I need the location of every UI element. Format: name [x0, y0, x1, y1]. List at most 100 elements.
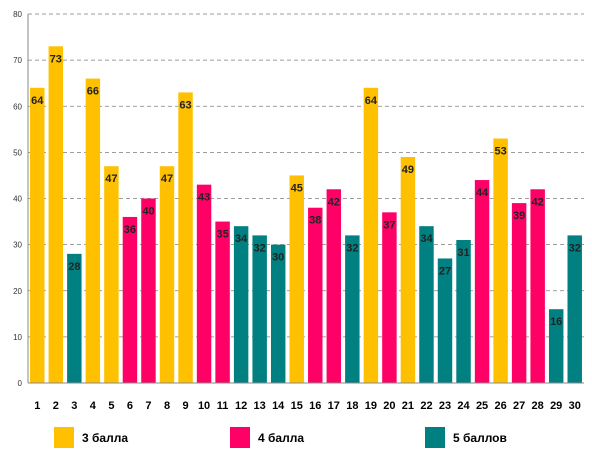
x-tick-label: 8	[164, 400, 170, 412]
legend-label: 3 балла	[82, 431, 128, 445]
data-label: 44	[476, 187, 489, 199]
x-tick-label: 16	[309, 400, 321, 412]
data-label: 49	[402, 164, 414, 176]
data-label: 42	[532, 196, 544, 208]
bar	[122, 216, 138, 383]
data-label: 34	[420, 233, 433, 245]
data-label: 31	[457, 247, 469, 259]
bar	[530, 189, 545, 383]
bar	[345, 235, 360, 383]
legend-swatch	[54, 427, 74, 448]
y-tick-label: 80	[13, 10, 22, 19]
bar	[270, 244, 286, 383]
x-tick-label: 5	[108, 400, 114, 412]
x-tick-label: 15	[291, 400, 303, 412]
data-label: 64	[31, 95, 44, 107]
bar	[363, 87, 379, 384]
bar	[104, 166, 119, 383]
data-label: 64	[365, 95, 378, 107]
data-labels: 64 73 28 66 47 36 40 47 63 43 35 34 32 30 45 38 42 32 64 37…	[31, 53, 581, 328]
x-tick-label: 26	[494, 400, 506, 412]
data-label: 34	[235, 233, 248, 245]
bar	[215, 221, 230, 383]
x-tick-label: 7	[145, 400, 151, 412]
bar	[141, 198, 156, 383]
bar	[289, 175, 304, 383]
legend-swatch	[425, 427, 445, 448]
data-label: 53	[494, 146, 506, 158]
y-tick-label: 40	[13, 195, 22, 204]
bar	[548, 309, 564, 383]
data-label: 32	[569, 242, 581, 254]
y-tick-label: 50	[13, 148, 22, 157]
x-tick-label: 13	[254, 400, 266, 412]
data-label: 73	[50, 53, 62, 65]
bar	[48, 46, 64, 383]
x-tick-label: 20	[383, 400, 395, 412]
x-tick-label: 24	[457, 400, 470, 412]
x-tick-label: 11	[217, 400, 229, 412]
x-tick-label: 1	[34, 400, 40, 412]
bar	[196, 184, 212, 383]
data-label: 63	[179, 99, 191, 111]
x-tick-label: 22	[420, 400, 432, 412]
x-tick-label: 3	[71, 400, 77, 412]
x-tick-label: 10	[198, 400, 210, 412]
x-tick-label: 23	[439, 400, 451, 412]
y-tick-label: 30	[13, 241, 22, 250]
x-tick-label: 21	[402, 400, 414, 412]
bar	[382, 212, 397, 383]
data-label: 45	[291, 182, 303, 194]
bar	[567, 235, 582, 383]
legend-label: 4 балла	[258, 431, 304, 445]
data-label: 32	[254, 242, 266, 254]
x-tick-label: 12	[235, 400, 247, 412]
x-tick-label: 25	[476, 400, 488, 412]
x-tick-label: 4	[90, 400, 97, 412]
bar	[400, 156, 416, 383]
data-label: 43	[198, 192, 210, 204]
x-tick-label: 6	[127, 400, 133, 412]
legend-swatch	[230, 427, 250, 448]
y-axis: 0 10 20 30 40 50 60 70 80	[13, 10, 29, 388]
bars	[30, 46, 582, 384]
data-label: 36	[124, 224, 136, 236]
bar	[474, 180, 490, 383]
y-tick-label: 70	[13, 56, 22, 65]
y-tick-label: 60	[13, 102, 22, 111]
data-label: 16	[550, 316, 562, 328]
bar	[85, 78, 101, 383]
data-label: 39	[513, 210, 525, 222]
data-label: 66	[87, 86, 99, 98]
data-label: 47	[161, 173, 173, 185]
x-tick-label: 2	[53, 400, 59, 412]
x-tick-label: 28	[532, 400, 544, 412]
bar	[456, 240, 471, 383]
x-tick-label: 30	[569, 400, 581, 412]
bar	[326, 189, 342, 383]
y-tick-label: 10	[13, 333, 22, 342]
bar	[419, 226, 434, 383]
data-label: 27	[439, 265, 451, 277]
data-label: 30	[272, 252, 284, 264]
y-tick-label: 20	[13, 287, 22, 296]
bar	[493, 138, 508, 383]
bar	[233, 226, 249, 383]
data-label: 38	[309, 215, 321, 227]
bar	[511, 203, 527, 383]
bar	[178, 92, 193, 383]
x-axis: 1 2 3 4 5 6 7 8 9 10 11 12 13 14 15 16 17 18 19 20 21 22 23 24 2…	[28, 382, 584, 412]
bar	[308, 207, 323, 383]
legend: 3 балла 4 балла 5 баллов	[54, 427, 507, 448]
bar	[30, 87, 45, 384]
x-tick-label: 9	[182, 400, 188, 412]
data-label: 40	[142, 206, 154, 218]
x-tick-label: 29	[550, 400, 562, 412]
x-tick-label: 17	[328, 400, 340, 412]
bar	[67, 253, 82, 383]
bar	[437, 258, 453, 383]
data-label: 32	[346, 242, 358, 254]
y-tick-label: 0	[18, 379, 23, 388]
x-tick-label: 27	[513, 400, 525, 412]
